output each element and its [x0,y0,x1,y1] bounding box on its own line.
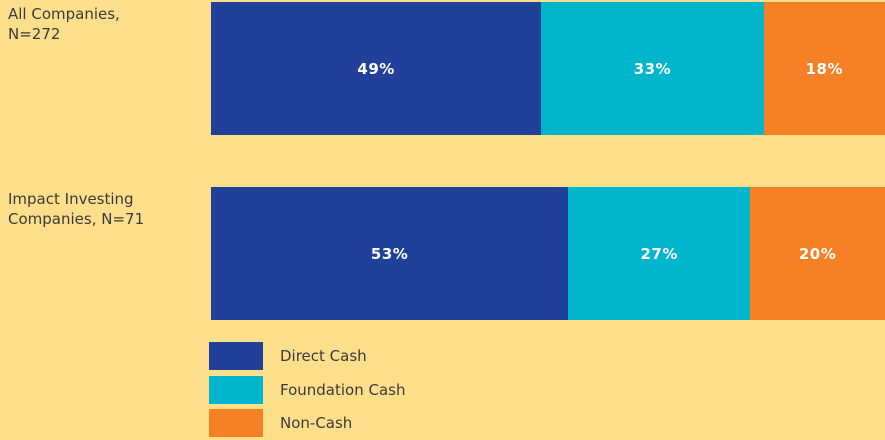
value-label: 18% [805,59,844,78]
legend-label: Direct Cash [280,347,367,365]
bar-segment: 20% [750,187,885,320]
bar-segment: 27% [568,187,751,320]
legend-swatch [209,409,263,437]
value-label: 20% [798,244,837,263]
bar-segment: 18% [763,2,885,135]
value-label: 53% [370,244,409,263]
legend-swatch [209,375,263,404]
value-label: 49% [357,59,395,78]
bar-segment: 33% [541,2,764,135]
legend-label: Non-Cash [280,414,353,432]
legend-label: Foundation Cash [280,380,406,399]
legend-swatch [209,342,263,370]
category-label: All Companies, N=272 [8,5,120,43]
value-label: 33% [633,59,672,78]
bar-segment: 53% [211,187,569,320]
category-label: Impact Investing Companies, N=71 [8,190,145,228]
value-label: 27% [640,244,678,263]
bar-segment: 49% [211,2,542,135]
